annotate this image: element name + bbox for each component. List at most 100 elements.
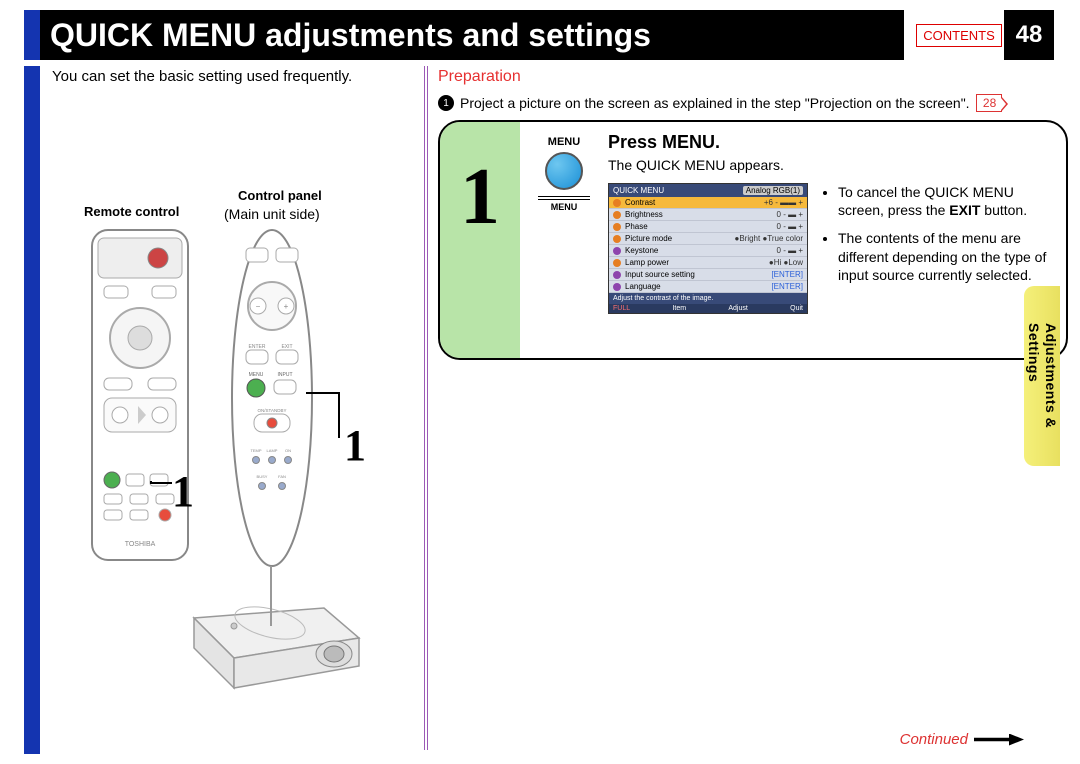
qm-row: Input source setting [ENTER]: [609, 269, 807, 281]
page-ref-link[interactable]: 28: [976, 94, 1002, 112]
qm-title: QUICK MENU: [613, 186, 664, 195]
qm-row-icon: [613, 283, 621, 291]
qm-row-label: Picture mode: [625, 234, 672, 243]
title-bar: QUICK MENU adjustments and settings CONT…: [24, 10, 1054, 60]
column-divider: [424, 66, 428, 750]
qm-row: Contrast +6 - ▬▬ +: [609, 197, 807, 209]
qm-row-label: Language: [625, 282, 661, 291]
qm-row-label: Brightness: [625, 210, 663, 219]
qm-item: Item: [672, 305, 686, 312]
quickmenu-screenshot: QUICK MENU Analog RGB(1) Contrast +6 - ▬▬…: [608, 183, 808, 314]
qm-row-value: 0 - ▬ +: [777, 210, 803, 219]
qm-body: Contrast +6 - ▬▬ + Brightness 0 - ▬ + Phase 0…: [609, 197, 807, 293]
step-text: Press MENU. The QUICK MENU appears. QUIC…: [608, 132, 1052, 348]
qm-row-icon: [613, 235, 621, 243]
qm-row-value: 0 - ▬ +: [777, 246, 803, 255]
qm-row: Brightness 0 - ▬ +: [609, 209, 807, 221]
step-bullet: The contents of the menu are different d…: [838, 229, 1052, 284]
page-number: 48: [1004, 10, 1054, 60]
spine-gap: [24, 60, 40, 66]
qm-row-icon: [613, 247, 621, 255]
preparation-text: Project a picture on the screen as expla…: [460, 95, 970, 111]
qm-quit: Quit: [790, 305, 803, 312]
qm-row-value: ●Hi ●Low: [769, 258, 803, 267]
continued-arrow-icon: [974, 734, 1024, 746]
callout-line-a: [150, 482, 172, 484]
svg-text:ON: ON: [285, 448, 291, 453]
qm-row-icon: [613, 199, 621, 207]
step-bullets: To cancel the QUICK MENU screen, press t…: [822, 183, 1052, 314]
qm-row: Language [ENTER]: [609, 281, 807, 293]
preparation-heading: Preparation: [438, 68, 521, 86]
svg-text:−: −: [256, 302, 261, 311]
svg-text:TEMP: TEMP: [250, 448, 261, 453]
qm-row-label: Contrast: [625, 198, 655, 207]
svg-text:+: +: [284, 302, 289, 311]
contents-box: CONTENTS: [914, 10, 1004, 60]
qm-full: FULL: [613, 305, 630, 312]
qm-row: Picture mode ●Bright ●True color: [609, 233, 807, 245]
qm-row-icon: [613, 259, 621, 267]
qm-footer: FULL Item Adjust Quit: [609, 304, 807, 313]
qm-row-value: ●Bright ●True color: [735, 234, 804, 243]
callout-line-b: [306, 392, 340, 394]
svg-text:FAN: FAN: [278, 474, 286, 479]
manual-page: QUICK MENU adjustments and settings CONT…: [24, 10, 1054, 754]
left-spine: [24, 10, 40, 754]
qm-row-label: Keystone: [625, 246, 658, 255]
list-marker-1: 1: [438, 95, 454, 111]
qm-mode: Analog RGB(1): [743, 186, 803, 195]
svg-text:ON/STANDBY: ON/STANDBY: [258, 408, 287, 413]
svg-text:MENU: MENU: [249, 372, 264, 378]
svg-text:LAMP: LAMP: [267, 448, 278, 453]
section-tab[interactable]: Adjustments & Settings: [1024, 286, 1060, 466]
qm-row-label: Phase: [625, 222, 648, 231]
step-body: MENU MENU Press MENU. The QUICK MENU app…: [520, 122, 1066, 358]
contents-button[interactable]: CONTENTS: [916, 24, 1002, 47]
svg-text:BUSY: BUSY: [257, 474, 268, 479]
qm-hint: Adjust the contrast of the image.: [609, 293, 807, 304]
control-panel-label: Control panel: [238, 188, 322, 203]
step-row: QUICK MENU Analog RGB(1) Contrast +6 - ▬▬…: [608, 183, 1052, 314]
control-panel-illustration: − + ENTER EXIT MENU INPUT ON/STANDBY TEM…: [230, 228, 314, 568]
menu-button-diagram: MENU MENU: [534, 132, 594, 348]
qm-titlebar: QUICK MENU Analog RGB(1): [609, 184, 807, 197]
qm-row-label: Lamp power: [625, 258, 669, 267]
step-subtitle: The QUICK MENU appears.: [608, 157, 1052, 173]
svg-text:TOSHIBA: TOSHIBA: [125, 541, 156, 548]
menu-button-icon: [545, 152, 583, 190]
menu-label-bottom: MENU: [534, 202, 594, 212]
panel-connector: [270, 566, 272, 626]
menu-label-top: MENU: [534, 136, 594, 148]
qm-row-label: Input source setting: [625, 270, 695, 279]
qm-row-value: [ENTER]: [771, 282, 803, 291]
intro-text: You can set the basic setting used frequ…: [52, 68, 352, 85]
svg-text:ENTER: ENTER: [249, 344, 266, 350]
title-accent: [24, 10, 40, 60]
page-title: QUICK MENU adjustments and settings: [40, 10, 904, 60]
step-title: Press MENU.: [608, 132, 1052, 153]
section-tab-text: Adjustments & Settings: [1025, 323, 1059, 428]
qm-row-icon: [613, 211, 621, 219]
step-bullet: To cancel the QUICK MENU screen, press t…: [838, 183, 1052, 219]
qm-row-icon: [613, 223, 621, 231]
qm-adjust: Adjust: [728, 305, 747, 312]
projector-illustration: [174, 578, 374, 698]
qm-row-value: [ENTER]: [771, 270, 803, 279]
continued-text: Continued: [900, 731, 968, 748]
qm-row: Keystone 0 - ▬ +: [609, 245, 807, 257]
remote-control-illustration: TOSHIBA: [90, 228, 190, 568]
qm-row-value: 0 - ▬ +: [777, 222, 803, 231]
control-panel-sub: (Main unit side): [224, 206, 364, 222]
svg-text:INPUT: INPUT: [278, 372, 293, 378]
qm-row: Lamp power ●Hi ●Low: [609, 257, 807, 269]
step-number: 1: [440, 122, 520, 358]
remote-label: Remote control: [84, 204, 179, 219]
continued-indicator: Continued: [900, 731, 1024, 748]
qm-row: Phase 0 - ▬ +: [609, 221, 807, 233]
step-1-card: 1 MENU MENU Press MENU. The QUICK MENU a…: [438, 120, 1068, 360]
callout-panel-1: 1: [344, 420, 366, 471]
qm-row-value: +6 - ▬▬ +: [764, 198, 803, 207]
svg-text:EXIT: EXIT: [281, 344, 292, 350]
preparation-line: 1 Project a picture on the screen as exp…: [438, 94, 1002, 112]
